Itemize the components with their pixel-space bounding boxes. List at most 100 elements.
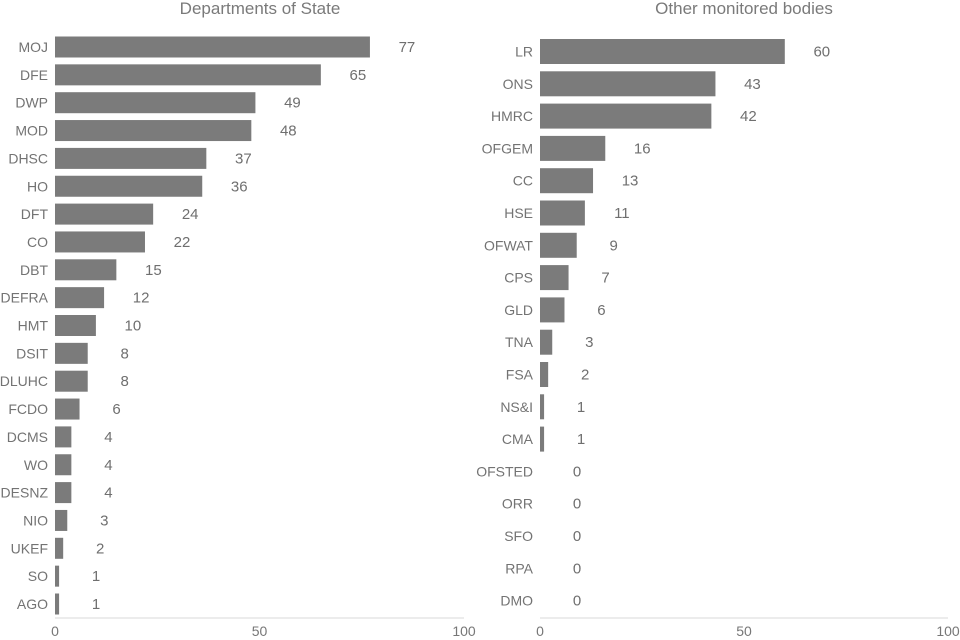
other-bodies-value-label: 7	[601, 270, 609, 287]
departments-x-tick-label: 50	[252, 623, 268, 639]
departments-category-label: CO	[27, 234, 48, 250]
other-bodies-value-label: 6	[597, 302, 605, 319]
departments-category-label: HO	[27, 178, 48, 194]
departments-bar	[55, 92, 256, 114]
other-bodies-value-label: 0	[573, 496, 581, 513]
departments-value-label: 4	[104, 485, 112, 502]
departments-value-label: 37	[235, 150, 252, 167]
other-bodies-value-label: 1	[577, 431, 585, 448]
other-bodies-category-label: FSA	[506, 367, 534, 383]
other-bodies-category-label: NS&I	[500, 399, 533, 415]
departments-bar	[55, 287, 105, 309]
departments-category-label: DLUHC	[0, 373, 48, 389]
other-bodies-bar	[540, 71, 716, 97]
departments-category-label: DFE	[20, 67, 48, 83]
departments-bar	[55, 593, 60, 615]
other-bodies-x-tick-label: 50	[736, 623, 752, 639]
other-bodies-category-label: OFGEM	[482, 140, 533, 156]
departments-value-label: 48	[280, 123, 297, 140]
other-bodies-category-label: LR	[515, 44, 533, 60]
departments-category-label: FCDO	[8, 401, 48, 417]
departments-bar	[55, 147, 207, 169]
departments-value-label: 77	[399, 39, 416, 56]
other-bodies-bar	[540, 297, 565, 323]
other-bodies-value-label: 42	[740, 108, 757, 125]
departments-bar	[55, 36, 370, 58]
departments-value-label: 12	[133, 290, 150, 307]
other-bodies-category-label: ONS	[503, 76, 533, 92]
departments-value-label: 8	[121, 345, 129, 362]
departments-category-label: DEFRA	[1, 290, 49, 306]
departments-category-label: DESNZ	[1, 485, 49, 501]
departments-bar	[55, 315, 96, 336]
other-bodies-bar	[540, 394, 545, 420]
departments-bar	[55, 537, 64, 559]
other-bodies-x-tick-label: 0	[536, 623, 544, 639]
other-bodies-category-label: TNA	[505, 334, 534, 350]
other-bodies-bar	[540, 200, 585, 226]
departments-bar	[55, 120, 252, 142]
departments-value-label: 1	[92, 596, 100, 613]
other-bodies-bar	[540, 168, 594, 194]
departments-category-label: DCMS	[7, 429, 48, 445]
other-bodies-bar	[540, 135, 606, 161]
departments-bar	[55, 426, 72, 448]
other-bodies-category-label: CMA	[502, 431, 534, 447]
departments-category-label: DFT	[21, 206, 49, 222]
departments-category-label: HMT	[18, 318, 49, 334]
other-bodies-bar	[540, 362, 549, 387]
other-bodies-value-label: 0	[573, 463, 581, 480]
other-bodies-category-label: GLD	[504, 302, 533, 318]
departments-chart-title: Departments of State	[180, 0, 341, 18]
other-bodies-value-label: 1	[577, 399, 585, 416]
other-bodies-value-label: 13	[622, 173, 639, 190]
departments-value-label: 15	[145, 262, 162, 279]
departments-category-label: WO	[24, 457, 48, 473]
departments-category-label: DBT	[20, 262, 48, 278]
departments-value-label: 3	[100, 512, 108, 529]
other-bodies-category-label: SFO	[504, 528, 533, 544]
other-bodies-bar	[540, 265, 569, 291]
other-bodies-bar	[540, 426, 545, 452]
other-bodies-value-label: 0	[573, 528, 581, 545]
departments-bar	[55, 175, 203, 197]
departments-value-label: 6	[112, 401, 120, 418]
departments-category-label: AGO	[17, 596, 48, 612]
other-bodies-bar	[540, 39, 785, 64]
departments-bar	[55, 509, 68, 531]
departments-x-tick-label: 100	[452, 623, 476, 639]
other-bodies-bar	[540, 329, 553, 355]
departments-x-tick-label: 0	[51, 623, 59, 639]
departments-value-label: 36	[231, 178, 248, 195]
other-bodies-category-label: OFSTED	[476, 463, 533, 479]
other-bodies-value-label: 0	[573, 560, 581, 577]
departments-category-label: DHSC	[8, 150, 48, 166]
departments-bar	[55, 342, 88, 364]
departments-category-label: MOJ	[18, 39, 48, 55]
other-bodies-category-label: ORR	[502, 496, 533, 512]
other-bodies-chart-title: Other monitored bodies	[655, 0, 833, 18]
departments-value-label: 22	[174, 234, 191, 251]
other-bodies-value-label: 3	[585, 334, 593, 351]
other-bodies-category-label: CC	[513, 173, 533, 189]
departments-bar	[55, 259, 117, 281]
departments-value-label: 2	[96, 540, 104, 557]
other-bodies-value-label: 43	[744, 76, 761, 93]
other-bodies-value-label: 9	[610, 237, 618, 254]
other-bodies-value-label: 2	[581, 367, 589, 384]
departments-bar	[55, 565, 60, 587]
other-bodies-x-tick-label: 100	[936, 623, 960, 639]
other-bodies-category-label: CPS	[504, 270, 533, 286]
other-bodies-value-label: 11	[614, 205, 630, 222]
departments-value-label: 8	[121, 373, 129, 390]
other-bodies-bar	[540, 103, 712, 129]
departments-bar	[55, 454, 72, 476]
departments-category-label: DSIT	[16, 345, 48, 361]
departments-value-label: 4	[104, 457, 112, 474]
other-bodies-value-label: 0	[573, 593, 581, 610]
departments-category-label: NIO	[23, 512, 48, 528]
departments-category-label: MOD	[15, 123, 48, 139]
other-bodies-bar	[540, 232, 577, 258]
departments-bar	[55, 482, 72, 504]
departments-value-label: 65	[350, 67, 367, 84]
